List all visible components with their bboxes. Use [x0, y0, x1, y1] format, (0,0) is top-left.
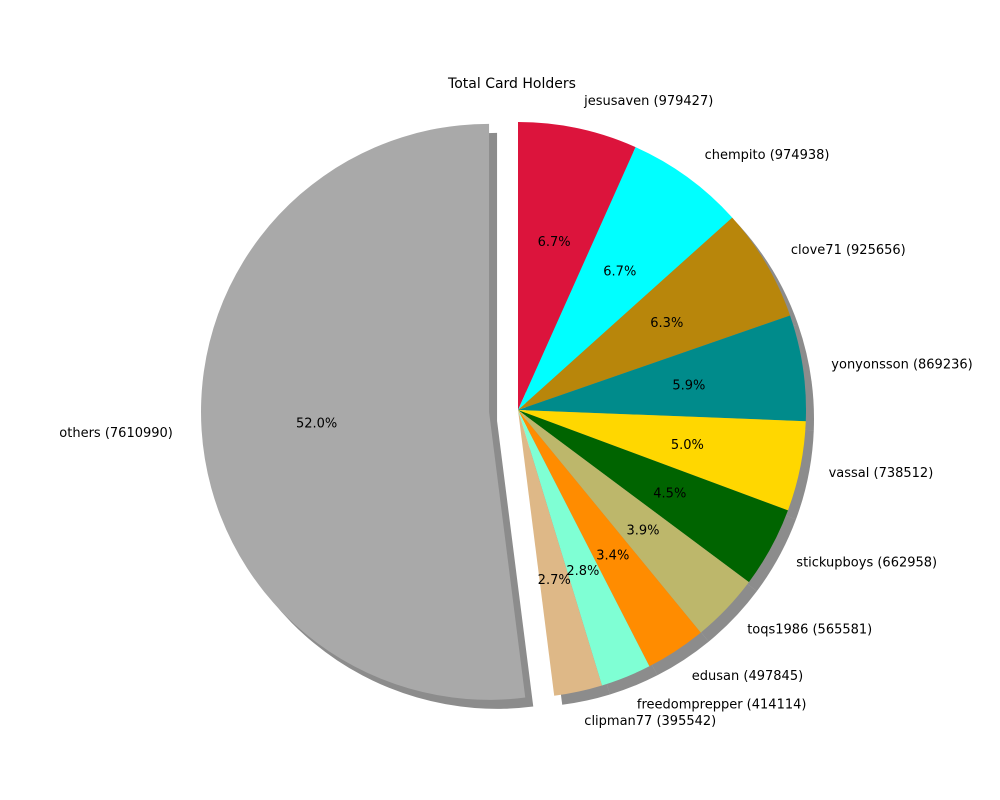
- slice-percentage-yonyonsson: 5.9%: [672, 379, 705, 394]
- slice-percentage-chempito: 6.7%: [603, 264, 636, 279]
- slice-percentage-clipman77: 2.7%: [538, 573, 571, 588]
- slice-label-others: others (7610990): [59, 426, 173, 441]
- slice-percentage-vassal: 5.0%: [671, 438, 704, 453]
- pie-slice-layer: [201, 122, 806, 700]
- slice-chempito: [518, 147, 733, 410]
- slice-label-yonyonsson: yonyonsson (869236): [831, 357, 972, 372]
- slice-label-chempito: chempito (974938): [705, 148, 830, 163]
- slice-label-jesusaven: jesusaven (979427): [583, 94, 713, 109]
- slice-percentage-edusan: 3.4%: [596, 549, 629, 564]
- pie-percentage-labels: 6.7% 6.7% 6.3% 5.9% 5.0% 4.5% 3.9% 3.4%2.8%2.7%…: [296, 235, 705, 588]
- slice-yonyonsson: [518, 315, 806, 422]
- slice-label-toqs1986: toqs1986 (565581): [747, 623, 872, 638]
- slice-label-vassal: vassal (738512): [829, 466, 934, 481]
- slice-label-edusan: edusan (497845): [692, 669, 803, 684]
- slice-percentage-clove71: 6.3%: [650, 316, 683, 331]
- slice-others: [201, 123, 526, 700]
- chart-title: Total Card Holders: [447, 76, 576, 92]
- slice-percentage-toqs1986: 3.9%: [626, 523, 659, 538]
- slice-percentage-jesusaven: 6.7%: [538, 235, 571, 250]
- slice-label-stickupboys: stickupboys (662958): [796, 555, 937, 570]
- slice-freedomprepper: [518, 410, 650, 686]
- slice-stickupboys: [518, 410, 788, 583]
- slice-vassal: [518, 410, 806, 511]
- slice-label-clipman77: clipman77 (395542): [584, 714, 716, 729]
- slice-jesusaven: [518, 122, 636, 410]
- slice-edusan: [518, 410, 701, 667]
- slice-percentage-others: 52.0%: [296, 417, 337, 432]
- pie-slice-labels: jesusaven (979427) chempito (974938) clove…: [59, 94, 972, 729]
- slice-clove71: [518, 217, 791, 410]
- slice-percentage-stickupboys: 4.5%: [653, 487, 686, 502]
- slice-toqs1986: [518, 410, 749, 633]
- slice-percentage-freedomprepper: 2.8%: [566, 564, 599, 579]
- slice-label-clove71: clove71 (925656): [791, 243, 906, 258]
- slice-clipman77: [518, 410, 602, 696]
- slice-label-freedomprepper: freedomprepper (414114): [637, 698, 807, 713]
